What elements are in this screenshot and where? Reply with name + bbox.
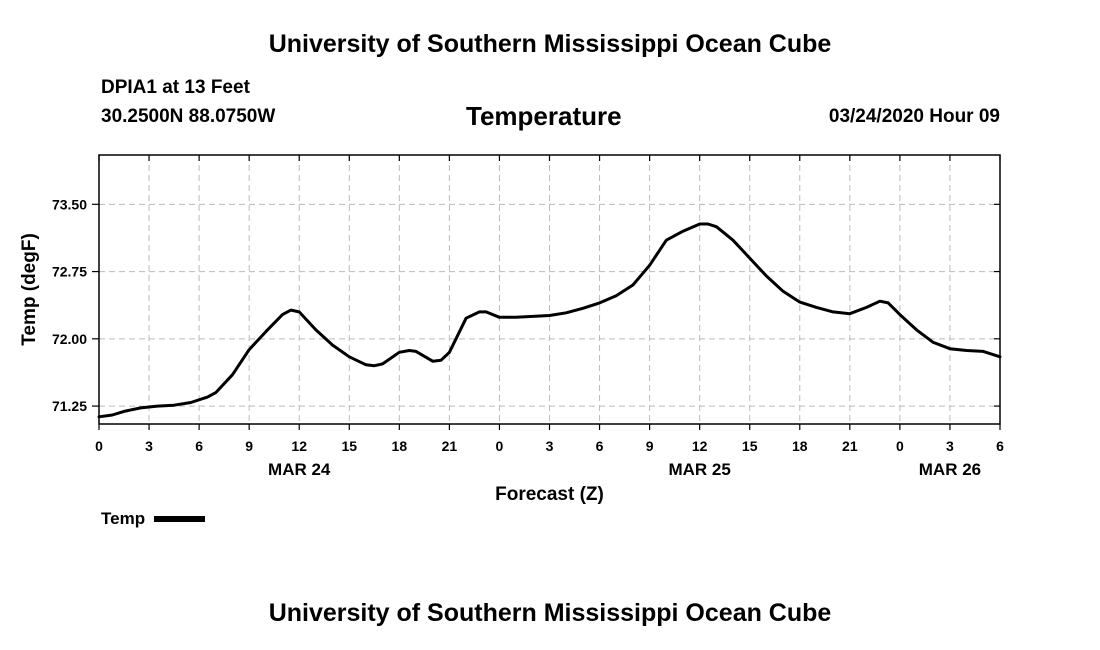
y-tick-label: 73.50 (52, 196, 87, 212)
x-tick-label: 6 (996, 438, 1004, 454)
legend: Temp (101, 509, 206, 529)
y-tick-label: 71.25 (52, 398, 87, 414)
x-tick-label: 0 (896, 438, 904, 454)
y-axis-label: Temp (degF) (19, 233, 40, 346)
x-tick-label: 21 (842, 438, 858, 454)
x-tick-label: 18 (392, 438, 408, 454)
x-tick-label: 12 (692, 438, 708, 454)
day-label: MAR 25 (668, 460, 730, 479)
x-tick-label: 3 (946, 438, 954, 454)
chart-title: Temperature (466, 101, 622, 131)
x-tick-label: 0 (95, 438, 103, 454)
series-line-temp (97, 222, 1002, 419)
footer-title: University of Southern Mississippi Ocean… (268, 599, 832, 627)
y-tick-label: 72.00 (52, 331, 87, 347)
legend-label: Temp (101, 509, 146, 528)
x-axis-label: Forecast (Z) (495, 484, 604, 505)
y-tick-label: 72.75 (52, 264, 87, 280)
x-tick-label: 0 (496, 438, 504, 454)
coordinates-label: 30.2500N 88.0750W (101, 106, 276, 127)
x-tick-label: 6 (195, 438, 203, 454)
x-tick-label: 18 (792, 438, 808, 454)
x-tick-label: 15 (742, 438, 758, 454)
station-label: DPIA1 at 13 Feet (101, 77, 250, 98)
site-title: University of Southern Mississippi Ocean… (268, 30, 832, 58)
x-tick-label: 3 (546, 438, 554, 454)
x-tick-label: 15 (341, 438, 357, 454)
date-label: 03/24/2020 Hour 09 (828, 106, 1000, 127)
x-tick-label: 3 (145, 438, 153, 454)
legend-swatch (154, 516, 206, 522)
day-label: MAR 26 (919, 460, 981, 479)
day-label: MAR 24 (268, 460, 331, 479)
x-tick-label: 6 (596, 438, 604, 454)
x-tick-label: 9 (646, 438, 654, 454)
x-tick-label: 21 (442, 438, 458, 454)
x-tick-label: 9 (245, 438, 253, 454)
x-tick-label: 12 (291, 438, 307, 454)
